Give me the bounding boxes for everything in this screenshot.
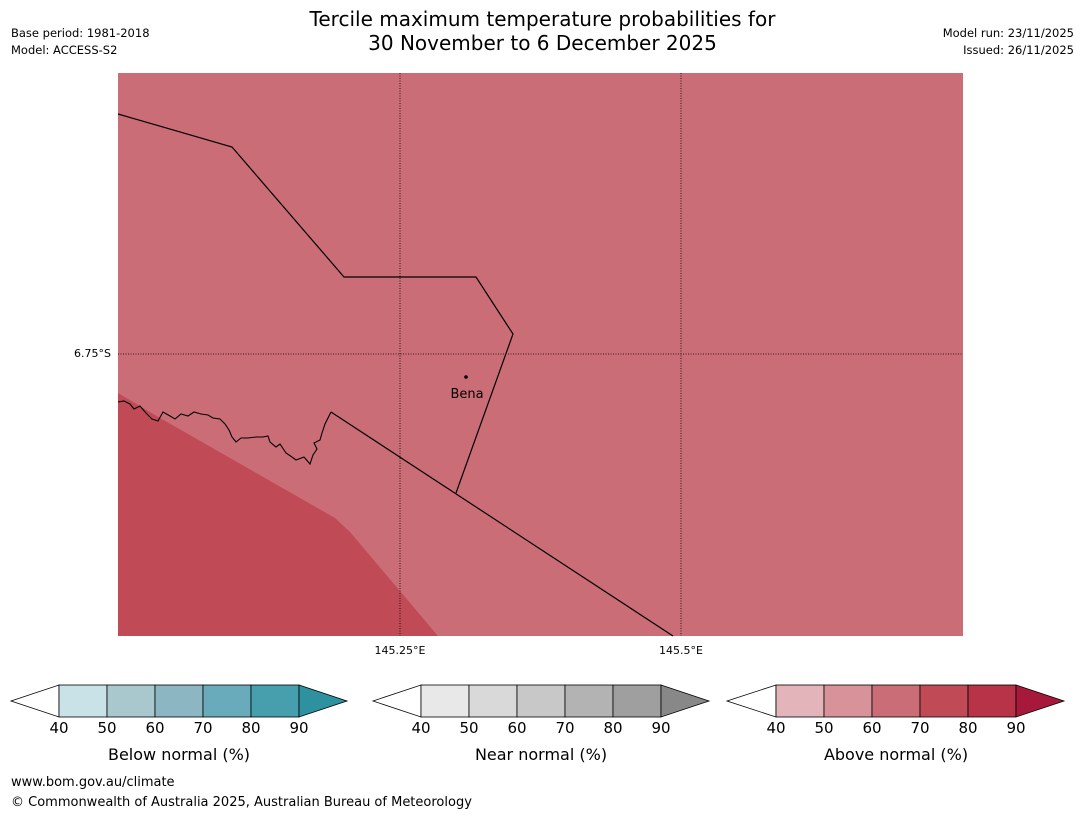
longitude-label-1455: 145.5°E (659, 644, 703, 657)
near-tick-40: 40 (411, 719, 431, 737)
above-tick-60: 60 (862, 719, 882, 737)
above-tick-70: 70 (910, 719, 930, 737)
near-normal-swatch-80-90 (612, 684, 662, 718)
footer-url: www.bom.gov.au/climate (11, 775, 175, 790)
above-normal-swatch-50-60 (823, 684, 873, 718)
below-tick-40: 40 (49, 719, 69, 737)
below-normal-swatch-40-50 (58, 684, 108, 718)
near-normal-swatch-50-60 (468, 684, 518, 718)
longitude-label-14525: 145.25°E (374, 644, 426, 657)
town-label: Bena (450, 387, 484, 402)
below-tick-80: 80 (241, 719, 261, 737)
base-period: Base period: 1981-2018 (11, 26, 150, 40)
model-name: Model: ACCESS-S2 (11, 43, 118, 57)
above-normal-swatch-70-80 (919, 684, 969, 718)
below-tick-50: 50 (97, 719, 117, 737)
near-tick-50: 50 (459, 719, 479, 737)
near-normal-label: Near normal (%) (474, 745, 608, 764)
town-marker (464, 375, 468, 379)
map-frame (117, 73, 963, 637)
near-normal-swatch-70-80 (564, 684, 614, 718)
below-normal-min-arrow (9, 684, 60, 718)
below-normal-swatch-70-80 (202, 684, 252, 718)
below-normal-swatch-50-60 (106, 684, 156, 718)
latitude-label: 6.75°S (74, 347, 111, 360)
province-boundary-north (117, 113, 514, 494)
above-tick-90: 90 (1006, 719, 1026, 737)
river-line (117, 400, 332, 466)
meta-left: Base period: 1981-2018 Model: ACCESS-S2 (11, 25, 150, 59)
above-normal-label: Above normal (%) (823, 745, 969, 764)
above-normal-min-arrow (725, 684, 777, 718)
near-tick-70: 70 (555, 719, 575, 737)
title-line-2: 30 November to 6 December 2025 (368, 31, 717, 55)
below-normal-label: Below normal (%) (107, 745, 251, 764)
near-normal-swatch-60-70 (516, 684, 566, 718)
above-tick-50: 50 (814, 719, 834, 737)
model-run: Model run: 23/11/2025 (942, 26, 1074, 40)
below-tick-90: 90 (289, 719, 309, 737)
near-tick-80: 80 (603, 719, 623, 737)
map-title: Tercile maximum temperature probabilitie… (0, 7, 1085, 55)
above-70-80-region (118, 393, 438, 636)
above-normal-max-arrow (1015, 684, 1066, 718)
below-normal-colorbar (9, 684, 349, 718)
below-tick-60: 60 (145, 719, 165, 737)
below-normal-swatch-60-70 (154, 684, 204, 718)
near-normal-swatch-40-50 (420, 684, 470, 718)
above-normal-swatch-80-90 (967, 684, 1017, 718)
above-normal-colorbar (725, 684, 1066, 718)
below-tick-70: 70 (193, 719, 213, 737)
below-normal-max-arrow (298, 684, 349, 718)
above-tick-80: 80 (958, 719, 978, 737)
above-normal-swatch-40-50 (775, 684, 825, 718)
title-line-1: Tercile maximum temperature probabilitie… (309, 7, 776, 31)
near-normal-max-arrow (660, 684, 711, 718)
near-normal-min-arrow (371, 684, 422, 718)
near-tick-90: 90 (651, 719, 671, 737)
issued-date: Issued: 26/11/2025 (963, 43, 1074, 57)
near-tick-60: 60 (507, 719, 527, 737)
below-normal-swatch-80-90 (250, 684, 300, 718)
province-boundary-south (330, 411, 674, 637)
near-normal-colorbar (371, 684, 711, 718)
footer-copyright: © Commonwealth of Australia 2025, Austra… (11, 795, 472, 810)
meta-right: Model run: 23/11/2025 Issued: 26/11/2025 (943, 25, 1074, 59)
above-tick-40: 40 (766, 719, 786, 737)
above-normal-swatch-60-70 (871, 684, 921, 718)
